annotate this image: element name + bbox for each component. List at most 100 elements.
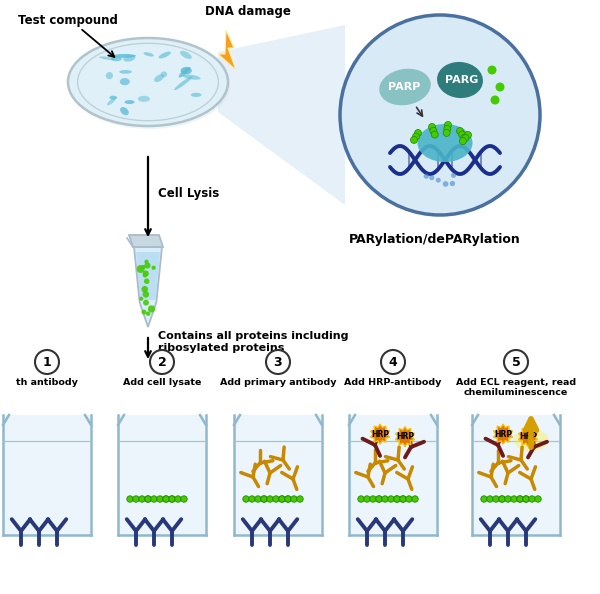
Circle shape	[364, 496, 370, 502]
Ellipse shape	[106, 72, 113, 79]
Polygon shape	[136, 252, 160, 300]
Ellipse shape	[161, 71, 167, 77]
Circle shape	[169, 496, 175, 502]
Circle shape	[141, 265, 145, 269]
Circle shape	[535, 496, 541, 502]
Circle shape	[279, 496, 285, 502]
Ellipse shape	[109, 96, 117, 100]
Circle shape	[517, 496, 523, 502]
Text: HRP: HRP	[494, 429, 512, 438]
Text: Add primary antibody: Add primary antibody	[220, 378, 336, 387]
Text: DNA damage: DNA damage	[205, 5, 291, 18]
Circle shape	[127, 496, 133, 502]
Circle shape	[451, 173, 456, 178]
Circle shape	[499, 496, 505, 502]
Ellipse shape	[418, 124, 473, 162]
Polygon shape	[494, 424, 512, 444]
Polygon shape	[134, 247, 162, 327]
Circle shape	[285, 496, 291, 502]
Circle shape	[430, 127, 437, 134]
Circle shape	[464, 131, 472, 138]
Circle shape	[35, 350, 59, 374]
Ellipse shape	[99, 56, 116, 60]
Ellipse shape	[154, 74, 164, 82]
Circle shape	[443, 129, 450, 137]
Polygon shape	[350, 415, 436, 535]
Text: 4: 4	[389, 355, 397, 368]
Circle shape	[279, 496, 285, 502]
Text: Contains all proteins including
ribosylated proteins: Contains all proteins including ribosyla…	[158, 331, 349, 353]
Circle shape	[412, 496, 418, 502]
Circle shape	[429, 175, 434, 181]
Ellipse shape	[124, 55, 135, 62]
Circle shape	[445, 122, 452, 128]
Circle shape	[175, 496, 181, 502]
Circle shape	[145, 496, 151, 502]
Circle shape	[243, 496, 249, 502]
Circle shape	[137, 265, 145, 273]
Circle shape	[511, 496, 517, 502]
Circle shape	[163, 496, 169, 502]
Circle shape	[458, 131, 466, 138]
Circle shape	[285, 496, 291, 502]
Circle shape	[291, 496, 297, 502]
Ellipse shape	[119, 70, 132, 74]
Text: Add ECL reagent, read
chemiluminescence: Add ECL reagent, read chemiluminescence	[456, 378, 576, 397]
Circle shape	[450, 181, 455, 186]
Circle shape	[143, 270, 149, 277]
Circle shape	[169, 496, 175, 502]
Circle shape	[370, 496, 376, 502]
Ellipse shape	[112, 54, 136, 58]
Text: 2: 2	[158, 355, 166, 368]
Circle shape	[436, 178, 441, 183]
Circle shape	[145, 496, 151, 502]
Circle shape	[424, 173, 429, 179]
Circle shape	[443, 181, 448, 187]
Circle shape	[255, 496, 261, 502]
Ellipse shape	[181, 67, 192, 74]
Ellipse shape	[514, 429, 548, 451]
Circle shape	[139, 296, 143, 301]
Circle shape	[376, 496, 382, 502]
Polygon shape	[371, 424, 389, 444]
Circle shape	[143, 300, 149, 305]
Circle shape	[523, 496, 529, 502]
Text: HRP: HRP	[519, 432, 537, 441]
Circle shape	[496, 83, 505, 91]
Circle shape	[517, 496, 523, 502]
Ellipse shape	[120, 78, 130, 86]
Ellipse shape	[143, 52, 154, 56]
Circle shape	[529, 496, 535, 502]
Text: HRP: HRP	[371, 429, 389, 438]
Polygon shape	[119, 415, 205, 535]
Text: Cell Lysis: Cell Lysis	[158, 188, 219, 201]
Ellipse shape	[379, 69, 431, 105]
Circle shape	[457, 128, 464, 134]
Text: PARylation/dePARylation: PARylation/dePARylation	[349, 233, 521, 246]
Circle shape	[261, 496, 267, 502]
Polygon shape	[129, 235, 163, 247]
Circle shape	[491, 96, 499, 105]
Ellipse shape	[111, 56, 122, 61]
Circle shape	[481, 496, 487, 502]
Ellipse shape	[174, 76, 193, 90]
Ellipse shape	[107, 98, 116, 105]
Circle shape	[273, 496, 279, 502]
Ellipse shape	[68, 38, 228, 126]
Circle shape	[461, 134, 467, 141]
Circle shape	[261, 496, 267, 502]
Circle shape	[181, 496, 187, 502]
Circle shape	[133, 496, 139, 502]
Circle shape	[499, 496, 505, 502]
Ellipse shape	[125, 100, 134, 104]
Circle shape	[428, 124, 436, 131]
Ellipse shape	[138, 96, 150, 102]
Text: th antibody: th antibody	[16, 378, 78, 387]
Ellipse shape	[182, 74, 200, 80]
Circle shape	[145, 263, 151, 268]
Text: Add cell lysate: Add cell lysate	[123, 378, 201, 387]
Text: PARP: PARP	[388, 82, 420, 92]
Circle shape	[388, 496, 394, 502]
Circle shape	[157, 496, 163, 502]
Circle shape	[394, 496, 400, 502]
